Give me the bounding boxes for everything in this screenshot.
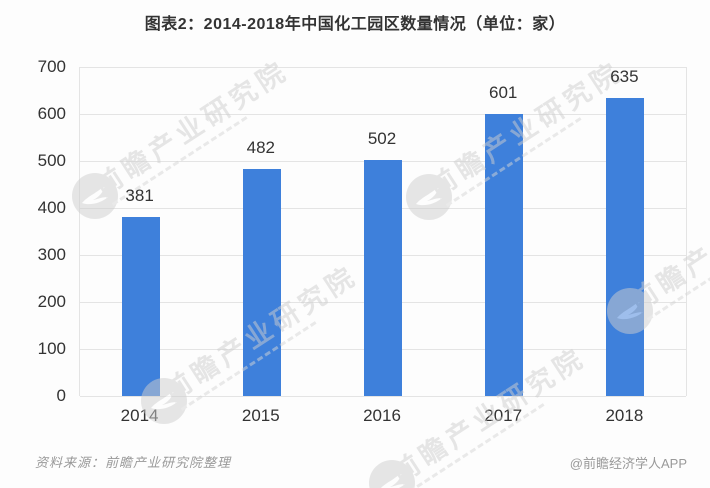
bar-2017 <box>485 113 524 396</box>
bar-value-label: 381 <box>125 185 154 205</box>
gridline <box>80 396 686 397</box>
chart-title: 图表2：2014-2018年中国化工园区数量情况（单位：家） <box>144 16 566 33</box>
y-axis-tick-label: 700 <box>37 57 66 76</box>
bar-2015 <box>242 169 281 396</box>
bar-2018 <box>606 97 645 396</box>
y-axis-tick-label: 100 <box>37 339 66 358</box>
x-axis-tick-label: 2014 <box>120 406 159 425</box>
y-axis-tick-label: 400 <box>37 198 66 217</box>
bar-value-label: 635 <box>610 66 639 86</box>
credit-note: @前瞻经济学人APP <box>569 456 687 471</box>
bar-value-label: 482 <box>246 138 275 158</box>
x-axis-tick-label: 2017 <box>484 406 523 425</box>
bar-value-label: 502 <box>367 129 397 149</box>
watermark-tile: 前瞻产业研究院 <box>369 342 591 488</box>
bar-value-label: 601 <box>489 82 518 102</box>
y-axis-tick-label: 200 <box>37 292 66 311</box>
x-axis-tick-label: 2018 <box>605 406 644 425</box>
gridline <box>80 67 686 68</box>
x-axis-tick-label: 2016 <box>363 406 401 425</box>
y-axis-tick-label: 0 <box>56 386 66 405</box>
x-axis-tick-label: 2015 <box>241 406 280 425</box>
watermark-bird-logo-icon <box>369 460 415 488</box>
plot-area <box>79 67 687 397</box>
bar-2016 <box>364 160 402 396</box>
y-axis-tick-label: 500 <box>37 151 66 170</box>
source-note: 资料来源：前瞻产业研究院整理 <box>35 455 232 470</box>
y-axis-tick-label: 300 <box>37 245 66 264</box>
y-axis-tick-label: 600 <box>37 104 66 123</box>
bar-2014 <box>121 216 160 396</box>
gridline <box>80 114 686 115</box>
